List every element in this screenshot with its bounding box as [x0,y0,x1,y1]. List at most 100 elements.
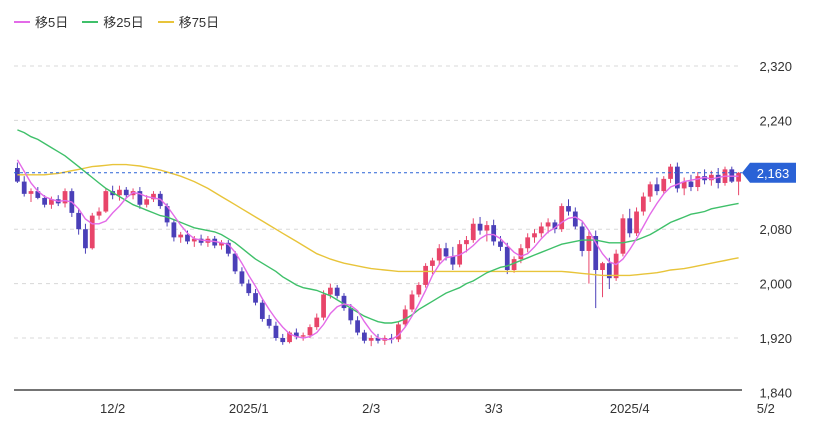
candle-body [89,215,95,249]
candle-body [287,332,292,343]
candle-body [606,263,612,279]
candle-body [443,248,449,257]
candle-body [341,295,347,309]
candle-body [396,324,401,340]
candle-body [239,271,245,284]
candle-body [35,191,41,198]
candle-body [464,240,469,245]
last-price-label: 2,163 [757,166,790,181]
candle-body [504,246,510,270]
candle-body [688,181,694,188]
candle-body [117,189,122,196]
candle-body [579,226,585,251]
x-tick-label: 2025/1 [229,401,269,416]
y-tick-label: 2,000 [759,277,792,292]
candle-body [647,184,653,197]
ma25-line [17,129,739,324]
chart-legend: 移5日 移25日 移75日 [14,12,219,31]
candle-body [681,181,687,189]
candle-body [259,302,265,319]
candle-body [62,191,68,204]
legend-item-ma25[interactable]: 移25日 [82,12,144,31]
candle-body [402,309,408,325]
candle-body [280,338,286,343]
x-tick-label: 2/3 [362,401,380,416]
candle-body [83,229,88,249]
candle-body [572,211,578,227]
candle-body [355,320,360,333]
candle-body [620,218,626,254]
candle-body [600,263,605,270]
candle-body [273,325,279,338]
candle-body [627,218,633,234]
candle-body [178,234,184,238]
candle-body [436,248,442,261]
y-tick-label: 2,080 [759,222,792,237]
ma5-line [16,159,739,341]
candle-body [640,196,646,212]
x-axis: 12/2 2025/1 2/3 3/3 2025/4 5/2 [14,389,775,416]
x-tick-label: 12/2 [100,401,125,416]
candle-body [321,294,326,318]
legend-swatch-ma75 [157,20,174,23]
candle-body [538,226,544,234]
candle-body [518,248,524,260]
legend-item-ma5[interactable]: 移5日 [14,12,68,31]
ma75-line [17,163,739,277]
candle-body [709,174,714,181]
candle-body [470,223,476,241]
candle-body [151,193,156,200]
candle-body [76,212,82,230]
candle-body [307,327,313,336]
candle-body [327,287,333,295]
candle-body [450,256,456,265]
candle-body [219,242,224,246]
candle-body [293,332,299,337]
candle-body [511,259,517,270]
candle-body [559,206,565,230]
candle-body [729,169,735,182]
y-tick-label: 1,840 [759,385,792,400]
candle-body [266,318,272,326]
candle-body [613,253,619,279]
legend-item-ma75[interactable]: 移75日 [157,12,220,31]
x-tick-label: 2025/4 [610,401,650,416]
candle-body [654,184,660,192]
candle-body [736,172,741,182]
candle-body [484,225,490,231]
candle-body [498,241,503,247]
candle-body [545,222,551,227]
candle-body [375,338,381,341]
legend-swatch-ma5 [14,20,30,23]
last-price-badge [742,162,796,183]
candle-body [42,197,47,205]
candle-body [674,166,680,189]
candle-body [430,260,435,266]
x-tick-label: 5/2 [757,401,775,416]
candle-body [103,191,109,212]
candle-body [123,189,129,196]
candles [15,162,741,347]
y-tick-label: 2,240 [759,113,792,128]
candle-body [491,225,497,242]
x-tick-label: 3/3 [485,401,503,416]
candle-body [348,308,354,321]
candle-body [634,211,639,234]
candle-body [253,293,258,303]
candle-body [715,174,721,183]
candle-body [586,236,592,251]
y-axis-labels: 2,320 2,240 2,080 2,000 1,920 1,840 [759,59,792,400]
candle-body [314,317,320,328]
candle-body [144,199,150,205]
legend-label-ma75: 移75日 [178,15,220,30]
candle-body [212,238,218,246]
last-price-tag: 2,163 [14,162,796,183]
candle-body [28,191,34,194]
candle-body [137,191,143,205]
moving-averages [16,129,739,341]
candle-body [593,236,599,270]
legend-label-ma5: 移5日 [35,15,69,30]
candle-body [409,294,415,310]
candle-body [246,283,252,294]
